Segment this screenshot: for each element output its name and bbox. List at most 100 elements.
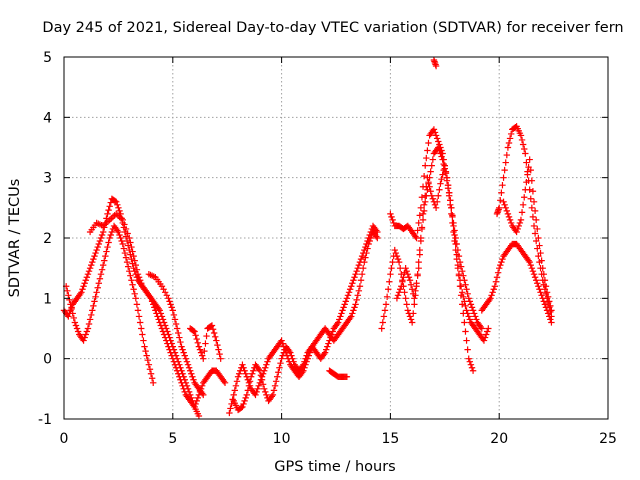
data-point (113, 210, 120, 218)
data-point (378, 325, 385, 332)
data-point (427, 188, 434, 195)
data-point (402, 264, 409, 272)
data-point (180, 373, 187, 380)
data-point (413, 280, 420, 287)
data-point (540, 298, 548, 305)
data-point (387, 210, 394, 218)
data-point (270, 387, 278, 394)
data-point (289, 355, 296, 362)
data-point (124, 230, 131, 237)
data-point (213, 337, 220, 344)
data-point (169, 307, 176, 314)
data-point (90, 302, 97, 310)
data-point (269, 391, 277, 399)
data-point (116, 231, 123, 239)
data-point (277, 359, 284, 367)
data-point (546, 298, 553, 305)
data-point (324, 343, 331, 350)
data-point (73, 325, 81, 332)
data-point (161, 289, 169, 296)
data-point (72, 322, 80, 329)
data-point (346, 314, 354, 322)
data-point (190, 327, 197, 334)
data-point (88, 311, 95, 319)
data-point (521, 194, 528, 201)
grid-lines (64, 57, 608, 419)
data-point (360, 249, 367, 257)
data-point (89, 307, 96, 314)
data-point (431, 129, 439, 136)
data-point (97, 234, 105, 242)
data-point (506, 216, 514, 224)
data-point (257, 372, 265, 379)
data-point (467, 301, 475, 308)
data-point (457, 283, 465, 290)
data-point (544, 293, 552, 301)
data-point (548, 313, 555, 320)
data-point (227, 405, 234, 412)
data-point (144, 356, 151, 364)
data-point (463, 307, 470, 314)
data-point (139, 331, 146, 338)
data-point (413, 234, 420, 242)
data-point (288, 352, 295, 359)
data-point (522, 186, 529, 193)
data-point (439, 171, 446, 178)
data-point (165, 331, 172, 338)
data-point (287, 349, 294, 356)
data-point (389, 258, 396, 266)
x-tick-label: 10 (273, 431, 291, 447)
data-point (171, 349, 179, 356)
data-point (86, 264, 94, 272)
data-point (455, 271, 463, 278)
data-point (514, 225, 521, 233)
data-point (98, 231, 106, 239)
data-point (388, 264, 395, 272)
data-point (119, 240, 126, 248)
data-point (178, 343, 185, 350)
data-point (189, 397, 196, 405)
data-point (198, 352, 206, 359)
data-point (530, 222, 538, 230)
data-point (108, 215, 115, 222)
data-point (155, 305, 162, 313)
data-point (503, 207, 511, 215)
data-point (489, 289, 496, 296)
series-trace-10 (387, 126, 485, 332)
data-point (302, 355, 309, 362)
data-point (160, 319, 168, 326)
data-point (491, 283, 499, 290)
data-point (246, 378, 254, 385)
data-point (66, 296, 73, 304)
data-point (457, 263, 465, 270)
data-point (108, 228, 116, 236)
data-point (507, 219, 515, 227)
data-point (241, 367, 248, 374)
data-point (77, 290, 84, 298)
data-point (164, 328, 171, 335)
data-point (84, 271, 92, 278)
data-point (344, 292, 352, 299)
data-point (402, 295, 409, 302)
data-point (231, 387, 239, 394)
data-point (158, 313, 166, 320)
data-point (128, 243, 135, 251)
data-point (527, 195, 534, 202)
data-point (466, 316, 474, 323)
data-point (208, 322, 216, 329)
data-point (102, 252, 109, 260)
data-point (135, 313, 143, 320)
data-point (69, 310, 76, 317)
data-point (452, 234, 459, 242)
data-point (176, 361, 183, 368)
data-point (92, 249, 99, 257)
data-point (469, 367, 477, 374)
data-point (190, 376, 197, 383)
data-point (191, 328, 198, 335)
data-point (415, 264, 422, 272)
data-point (217, 355, 224, 362)
data-point (462, 328, 469, 335)
data-point (263, 361, 270, 368)
data-point (388, 213, 395, 221)
data-point (239, 361, 246, 368)
